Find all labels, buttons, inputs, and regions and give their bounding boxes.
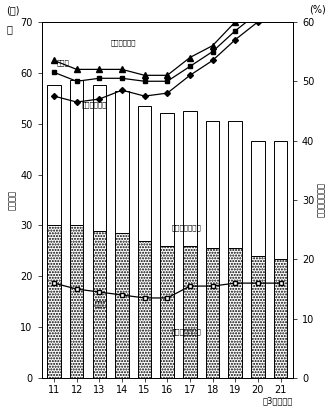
Bar [115, 90, 129, 233]
Bar [206, 248, 219, 378]
Text: (%): (%) [309, 5, 326, 15]
Bar [138, 241, 151, 378]
Bar [160, 246, 174, 378]
Bar [183, 246, 197, 378]
Bar [115, 233, 129, 378]
Bar [274, 259, 287, 378]
Bar [228, 248, 242, 378]
Bar [93, 231, 106, 378]
Bar [160, 113, 174, 246]
Text: 千: 千 [6, 24, 12, 35]
Bar [47, 85, 61, 226]
Text: 進学率（女）: 進学率（女） [111, 39, 136, 46]
Text: 進学率: 進学率 [56, 60, 69, 67]
Text: (人): (人) [6, 5, 20, 15]
Y-axis label: 進学率・就職率: 進学率・就職率 [317, 182, 326, 217]
Bar [70, 81, 83, 226]
Bar [93, 85, 106, 231]
Bar [138, 106, 151, 241]
Bar [206, 121, 219, 248]
Y-axis label: 卒業者数: 卒業者数 [8, 190, 17, 210]
X-axis label: 年3月卒業者: 年3月卒業者 [263, 397, 293, 405]
Bar [70, 226, 83, 378]
Text: 就職率: 就職率 [95, 300, 108, 307]
Text: 卒業者数（女）: 卒業者数（女） [172, 224, 202, 231]
Bar [183, 111, 197, 246]
Bar [274, 141, 287, 259]
Bar [251, 141, 265, 256]
Bar [251, 256, 265, 378]
Bar [47, 226, 61, 378]
Text: 卒業者数（男）: 卒業者数（男） [172, 328, 202, 335]
Text: 進学率（男）: 進学率（男） [81, 102, 107, 108]
Bar [228, 121, 242, 248]
